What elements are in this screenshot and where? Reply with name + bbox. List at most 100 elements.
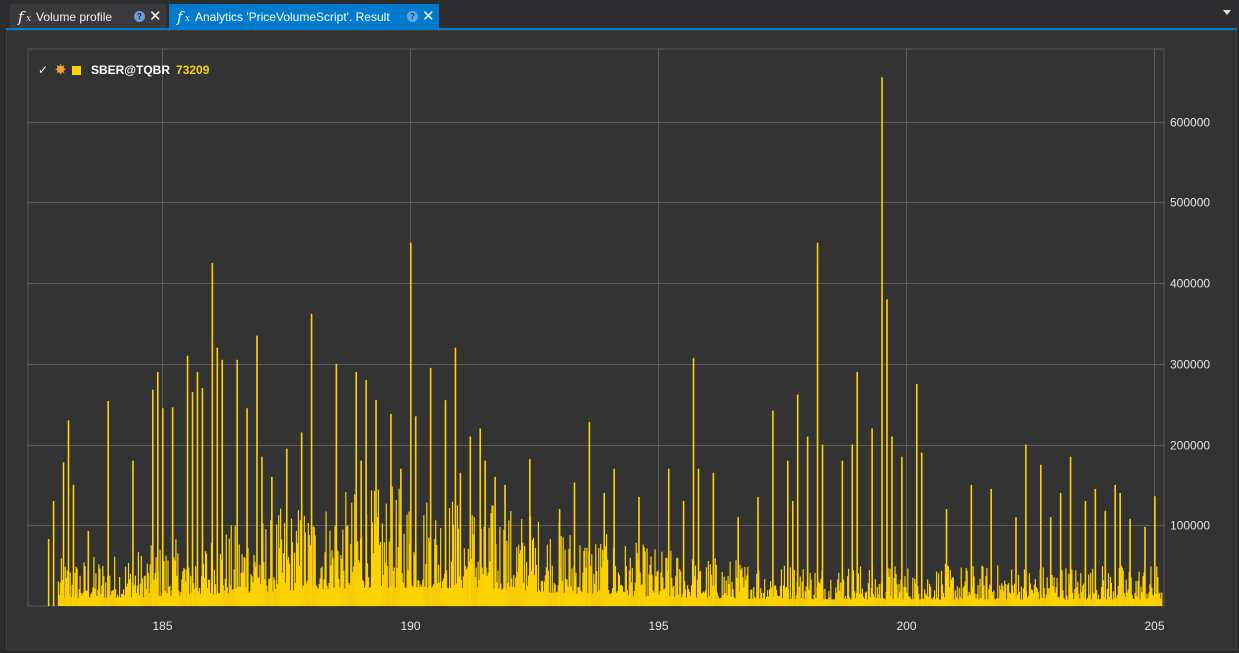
- chart-panel: 100000 200000 300000 400000 500000 600000 185 1…: [6, 30, 1237, 650]
- volume-bar: [946, 565, 949, 606]
- volume-bar: [968, 591, 970, 606]
- volume-bar: [202, 563, 205, 606]
- volume-bar: [1051, 575, 1053, 606]
- volume-bar: [103, 576, 105, 606]
- volume-bar: [1128, 571, 1130, 606]
- close-icon[interactable]: ✕: [422, 7, 435, 25]
- volume-spike-bar: [221, 359, 224, 606]
- volume-bar: [120, 597, 122, 606]
- volume-bar: [546, 544, 548, 606]
- volume-bar: [297, 510, 300, 606]
- volume-bar: [170, 596, 172, 606]
- volume-bar: [711, 585, 713, 606]
- volume-bar: [1066, 595, 1068, 606]
- volume-bar: [599, 589, 601, 606]
- gear-icon[interactable]: ✸: [55, 62, 66, 77]
- volume-bar: [663, 589, 665, 606]
- legend-series-name: SBER@TQBR: [90, 63, 171, 77]
- volume-bar: [1075, 570, 1077, 606]
- volume-bar: [591, 554, 593, 606]
- volume-bar: [605, 546, 607, 606]
- volume-bar: [322, 588, 324, 606]
- chevron-down-icon[interactable]: [1223, 10, 1231, 15]
- volume-bar: [838, 572, 840, 606]
- volume-bar: [688, 589, 690, 606]
- volume-bar: [247, 548, 249, 606]
- volume-bar: [799, 576, 801, 606]
- volume-spike-bar: [881, 77, 883, 606]
- help-icon[interactable]: ?: [407, 11, 418, 22]
- volume-bar: [919, 599, 921, 606]
- volume-bar: [904, 576, 906, 606]
- volume-bar: [155, 557, 157, 606]
- tab-title: Volume profile: [36, 9, 113, 24]
- volume-bar: [265, 529, 267, 606]
- volume-bar: [726, 595, 728, 606]
- volume-bar: [111, 591, 113, 606]
- volume-bar: [577, 586, 579, 606]
- volume-bar: [497, 570, 499, 606]
- volume-bar: [319, 578, 321, 606]
- volume-bar: [1048, 588, 1050, 606]
- volume-bar: [86, 590, 88, 606]
- volume-bar: [58, 595, 60, 606]
- volume-bar: [707, 561, 709, 606]
- volume-bar: [421, 586, 423, 606]
- volume-bar: [888, 576, 890, 606]
- volume-bar: [682, 594, 684, 606]
- volume-bar: [257, 577, 259, 606]
- volume-bar: [858, 593, 861, 606]
- volume-bar: [386, 565, 388, 606]
- volume-bar: [398, 488, 400, 606]
- volume-bar: [264, 579, 266, 606]
- volume-bar: [725, 580, 727, 606]
- volume-bar: [1072, 592, 1074, 606]
- volume-bar: [953, 599, 955, 606]
- volume-bar: [363, 587, 366, 606]
- volume-bar: [305, 583, 307, 606]
- volume-bar: [566, 579, 568, 606]
- volume-bar: [98, 564, 100, 606]
- volume-bar: [65, 578, 67, 606]
- volume-bar: [823, 599, 825, 606]
- volume-bar: [419, 587, 421, 606]
- volume-bar: [702, 591, 705, 606]
- checkmark-icon[interactable]: ✓: [38, 63, 49, 77]
- chart-svg[interactable]: 100000 200000 300000 400000 500000 600000 185 1…: [7, 31, 1236, 649]
- volume-bar: [500, 583, 502, 606]
- volume-bar: [768, 596, 770, 606]
- volume-bar: [894, 566, 896, 606]
- volume-bar: [515, 577, 517, 606]
- volume-bar: [899, 592, 901, 606]
- volume-bar: [1047, 588, 1049, 606]
- volume-spike-bar: [945, 509, 948, 606]
- close-icon[interactable]: ✕: [149, 7, 162, 25]
- volume-bar: [547, 570, 549, 606]
- volume-bar: [746, 575, 748, 606]
- volume-bar: [441, 588, 443, 606]
- volume-bar: [923, 599, 925, 606]
- volume-bar: [553, 583, 555, 606]
- volume-bar: [350, 543, 352, 606]
- volume-bar: [1143, 572, 1145, 606]
- volume-bar: [442, 581, 444, 606]
- help-icon[interactable]: ?: [134, 11, 145, 22]
- volume-bar: [542, 591, 544, 606]
- volume-bar: [110, 594, 112, 606]
- volume-bar: [133, 584, 136, 606]
- volume-bar: [125, 586, 128, 606]
- volume-bar: [289, 590, 292, 606]
- volume-bar: [882, 598, 884, 606]
- volume-bar: [304, 532, 306, 606]
- volume-bar: [248, 592, 250, 606]
- volume-bar: [808, 589, 810, 606]
- volume-spike-bar: [772, 410, 774, 606]
- volume-bar: [1139, 599, 1141, 606]
- volume-bar: [321, 566, 323, 606]
- volume-bar: [403, 533, 405, 606]
- volume-bar: [1026, 597, 1029, 606]
- volume-bar: [627, 595, 629, 606]
- volume-bar: [920, 599, 922, 606]
